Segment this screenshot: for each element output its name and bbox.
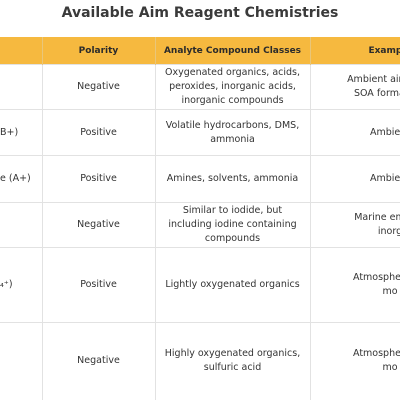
table-row: Negative Oxygenated organics, acids, pero… <box>0 64 400 110</box>
polarity-cell: Negative <box>42 202 156 248</box>
analyte-cell: Highly oxygenated organics, sulfuric aci… <box>155 322 311 400</box>
polarity-cell: Negative <box>42 64 156 110</box>
example-line: Ambient air monit <box>347 74 400 85</box>
table-row: Negative Similar to iodide, but including… <box>0 202 400 248</box>
example-line: mo <box>382 286 398 297</box>
analyte-cell: Similar to iodide, but including iodine … <box>155 202 311 248</box>
example-line: SOA formation, <box>353 88 400 99</box>
analyte-cell: Oxygenated organics, acids, peroxides, i… <box>155 64 311 110</box>
header-cell: Analyte Compound Classes <box>155 37 311 65</box>
reagent-cell <box>0 64 43 110</box>
polarity-cell: Negative <box>42 322 156 400</box>
example-cell: Marine emissio inorg <box>310 202 400 248</box>
example-line: Ambient <box>369 173 400 184</box>
example-cell: Atmospheric ch mo <box>310 322 400 400</box>
header-cell <box>0 37 43 65</box>
example-cell: Ambient <box>310 155 400 203</box>
title: Available Aim Reagent Chemistries <box>61 5 339 21</box>
analyte-cell: Lightly oxygenated organics <box>155 247 311 323</box>
example-line: mo <box>382 362 398 374</box>
reagent-cell <box>0 202 43 248</box>
example-line: Marine emissio <box>354 212 400 223</box>
header-cell: Example <box>310 37 400 65</box>
example-cell: Ambient <box>310 109 400 156</box>
example-line: Atmospheric ch <box>352 348 400 360</box>
example-line: inorg <box>377 226 400 237</box>
reagent-cell: e (A+) <box>0 155 43 203</box>
table-row: Negative Highly oxygenated organics, sulf… <box>0 322 400 400</box>
polarity-cell: Positive <box>42 155 156 203</box>
example-line: Ambient <box>369 126 400 138</box>
example-cell: Atmospheric ch mo <box>310 247 400 323</box>
reagent-cell: ₄⁺) <box>0 247 43 323</box>
example-line: Atmospheric ch <box>352 272 400 283</box>
table-row: B+) Positive Volatile hydrocarbons, DMS, a… <box>0 109 400 156</box>
table-row: e (A+) Positive Amines, solvents, ammonia A… <box>0 155 400 203</box>
analyte-cell: Amines, solvents, ammonia <box>155 155 311 203</box>
reagent-cell <box>0 322 43 400</box>
reagent-cell: B+) <box>0 109 43 156</box>
example-cell: Ambient air monit SOA formation, <box>310 64 400 110</box>
table-row: ₄⁺) Positive Lightly oxygenated organics At… <box>0 247 400 323</box>
polarity-cell: Positive <box>42 109 156 156</box>
analyte-cell: Volatile hydrocarbons, DMS, ammonia <box>155 109 311 156</box>
polarity-cell: Positive <box>42 247 156 323</box>
header-cell: Polarity <box>42 37 156 65</box>
